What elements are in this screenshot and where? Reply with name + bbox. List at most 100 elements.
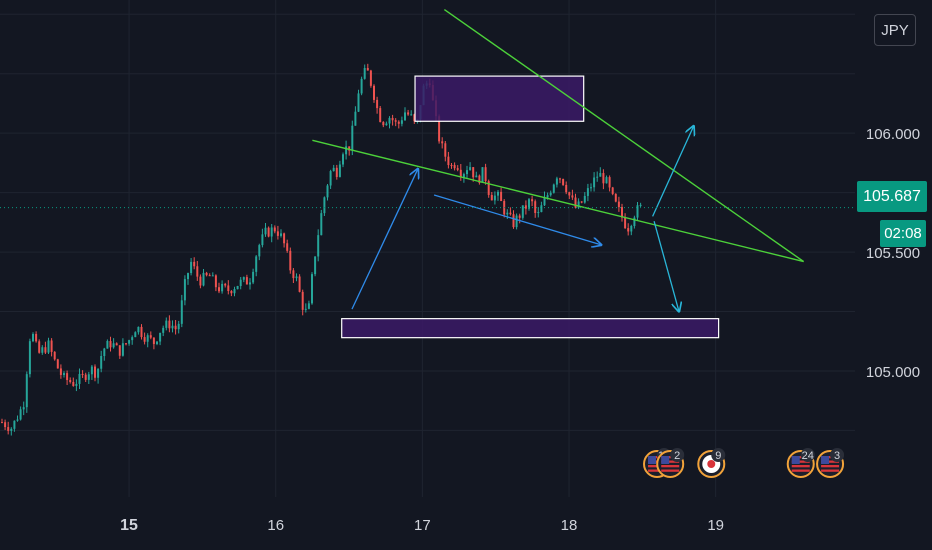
candle-body [131, 337, 134, 341]
candle-body [208, 275, 211, 277]
candle-body [472, 167, 475, 178]
candle-body [97, 368, 100, 378]
candle-body [143, 337, 146, 342]
scenario-arrow [653, 220, 679, 311]
candle-body [276, 231, 279, 236]
currency-badge[interactable]: JPY [874, 14, 916, 46]
candle-body [317, 235, 320, 257]
candle-body [332, 167, 335, 172]
candle-body [407, 112, 410, 115]
candle-body [481, 167, 484, 183]
projection-arrow [351, 169, 418, 310]
candle-body [562, 179, 565, 185]
candle-body [38, 341, 41, 353]
candle-body [298, 276, 301, 292]
time-axis[interactable]: 15 16 17 18 19 [120, 517, 724, 534]
candle-body [28, 341, 31, 375]
event-marker: 9 [697, 448, 726, 478]
price-tick-label: 105.000 [866, 364, 920, 381]
candle-body [456, 168, 459, 170]
candle-body [273, 227, 276, 232]
candle-body [149, 335, 152, 338]
candle-body [555, 178, 558, 185]
candle-body [22, 407, 25, 410]
candle-body [7, 427, 10, 431]
candle-body [354, 111, 357, 126]
candle-body [252, 271, 255, 283]
candle-body [617, 201, 620, 208]
candle-body [614, 193, 617, 202]
event-count: 3 [834, 450, 840, 462]
candle-body [528, 199, 530, 209]
candle-body [475, 175, 478, 178]
candle-body [214, 275, 217, 288]
candle-body [438, 116, 441, 142]
candle-body [521, 205, 524, 218]
candle-body [121, 343, 124, 356]
candle-body [335, 167, 338, 177]
candle-body [574, 197, 577, 208]
candle-body [90, 366, 93, 375]
candle-body [351, 125, 354, 151]
event-marker: 24 [786, 448, 815, 478]
candle-body [87, 374, 90, 380]
candle-body [543, 197, 546, 206]
time-tick-label: 16 [267, 517, 284, 534]
candle-body [125, 343, 127, 345]
candle-body [342, 154, 344, 165]
candle-body [639, 204, 642, 206]
candle-body [289, 250, 292, 271]
time-tick-label: 18 [561, 517, 578, 534]
candle-body [478, 175, 481, 183]
candle-body [19, 409, 22, 420]
candle-body [168, 320, 171, 329]
candle-body [245, 277, 248, 285]
event-count: 9 [715, 450, 721, 462]
candle-body [202, 272, 205, 286]
candle-body [549, 192, 552, 196]
candle-body [233, 289, 236, 294]
candle-body [66, 373, 69, 381]
candle-body [118, 345, 121, 356]
candle-body [590, 187, 592, 189]
candle-body [156, 341, 158, 345]
annotation-lines [312, 8, 805, 312]
candle-body [63, 373, 65, 375]
candle-body [469, 167, 472, 171]
upper-trendline [443, 8, 805, 263]
candle-body [534, 201, 537, 213]
candle-body [196, 266, 199, 277]
event-markers: 1629243 [643, 448, 845, 478]
candle-body [394, 120, 397, 122]
candle-body [25, 374, 28, 408]
candle-body [239, 279, 242, 287]
candle-body [264, 227, 267, 235]
candle-body [602, 173, 605, 184]
chart-grid [0, 0, 855, 497]
resistance-zone [414, 75, 585, 122]
candle-body [218, 287, 220, 292]
candle-body [314, 256, 317, 275]
candle-body [400, 120, 403, 124]
candle-body [134, 332, 137, 338]
candle-body [531, 199, 534, 202]
candle-body [345, 146, 348, 155]
candle-body [236, 286, 239, 290]
candle-body [255, 256, 258, 272]
event-count: 24 [802, 450, 814, 462]
candle-body [512, 214, 515, 228]
candle-body [583, 195, 586, 203]
candle-body [379, 108, 382, 122]
candle-body [385, 123, 388, 126]
candle-body [81, 373, 84, 375]
candle-body [211, 275, 214, 277]
candle-body [205, 272, 208, 276]
candlestick-series [1, 63, 642, 436]
price-axis[interactable]: 106.000 105.500 105.000 [866, 126, 920, 381]
candle-body [388, 117, 391, 124]
candle-body [509, 212, 512, 215]
candle-body [78, 373, 81, 384]
candle-body [267, 227, 270, 237]
candle-body [177, 323, 180, 330]
